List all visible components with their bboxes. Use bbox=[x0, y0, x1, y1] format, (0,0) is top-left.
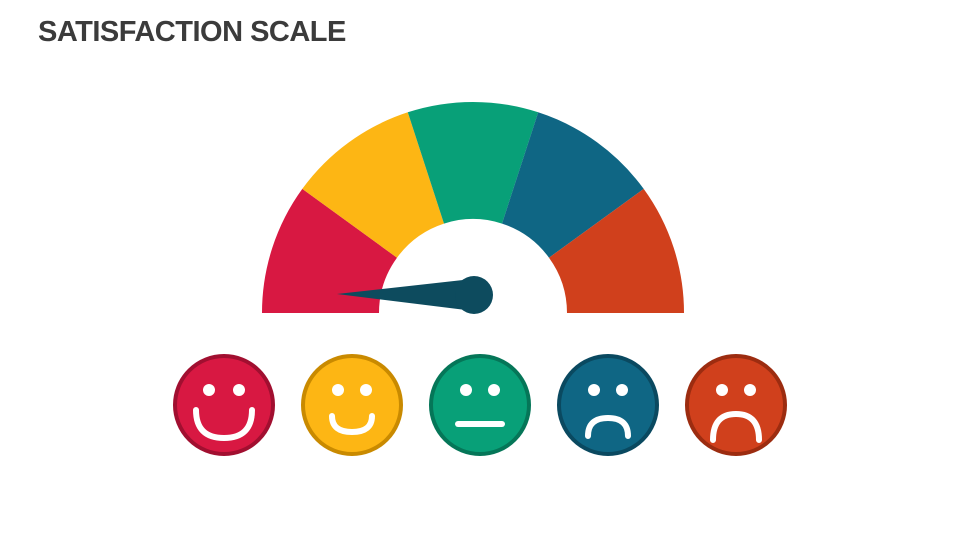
gauge-segment-blue bbox=[502, 112, 644, 258]
needle-hub bbox=[455, 276, 493, 314]
gauge-segment-yellow bbox=[302, 112, 444, 258]
faces bbox=[173, 354, 787, 456]
face-very-happy bbox=[173, 354, 275, 456]
gauge-segments bbox=[261, 101, 685, 313]
face-very-sad bbox=[685, 354, 787, 456]
gauge-segment-red bbox=[261, 188, 397, 313]
gauge-segment-orange bbox=[549, 188, 685, 313]
gauge-needle bbox=[337, 276, 493, 314]
face-happy bbox=[301, 354, 403, 456]
needle bbox=[337, 279, 474, 311]
face-neutral bbox=[429, 354, 531, 456]
gauge-segment-green bbox=[407, 101, 539, 224]
face-sad bbox=[557, 354, 659, 456]
slide-title: SATISFACTION SCALE bbox=[38, 16, 346, 48]
